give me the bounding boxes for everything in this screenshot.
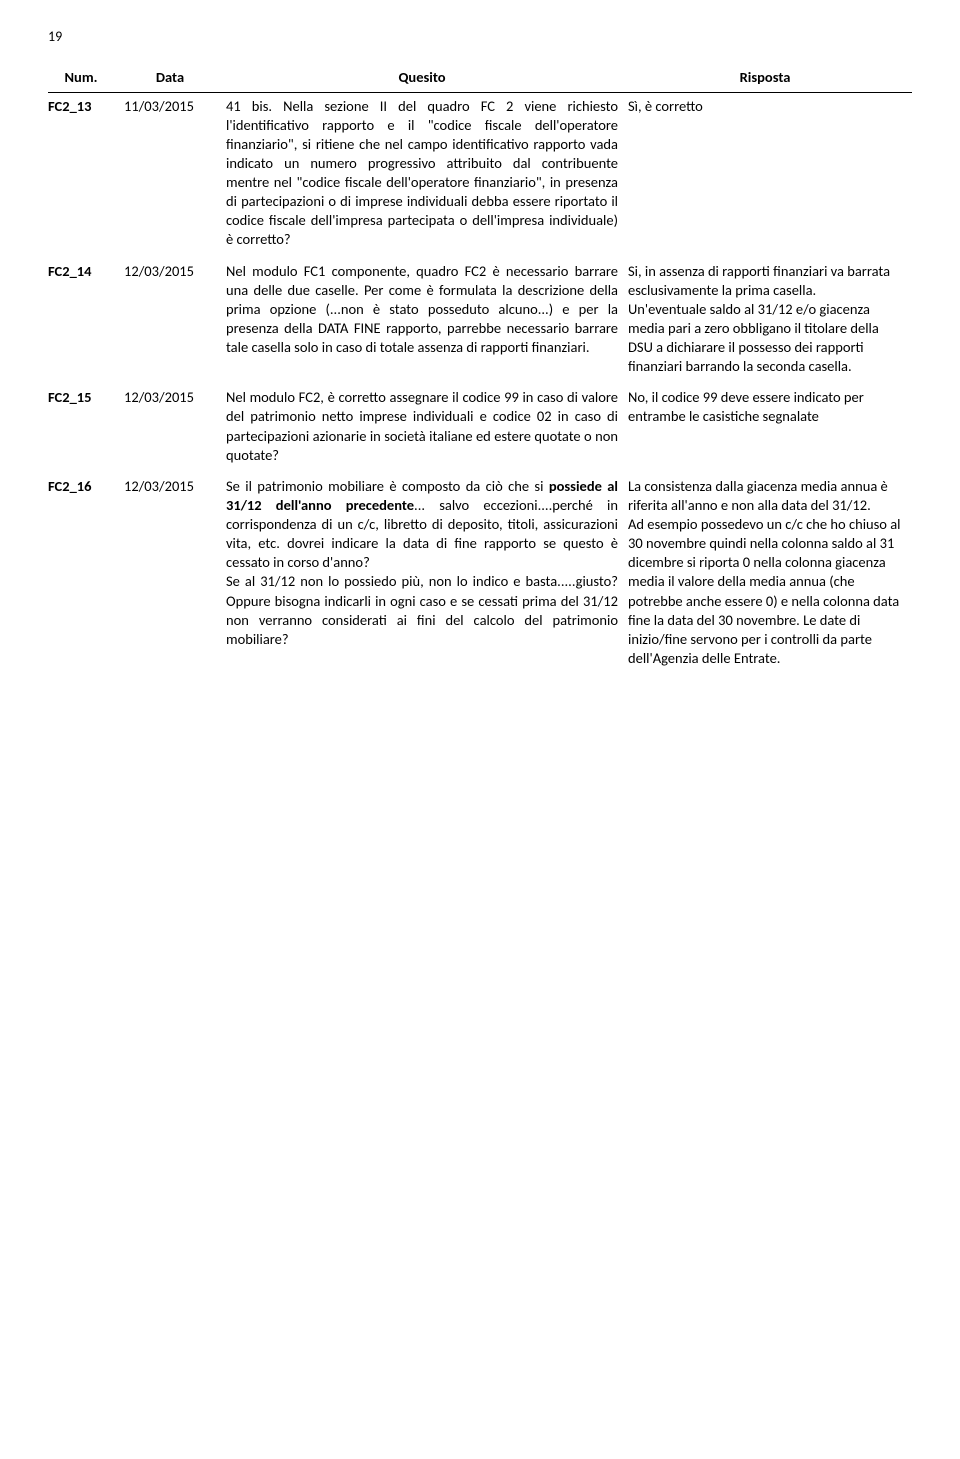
cell-data: 11/03/2015 <box>124 92 226 258</box>
page-number: 19 <box>48 28 912 46</box>
table-row: FC2_1412/03/2015Nel modulo FC1 component… <box>48 258 912 385</box>
cell-num: FC2_13 <box>48 92 124 258</box>
cell-data: 12/03/2015 <box>124 384 226 473</box>
header-quesito: Quesito <box>226 64 628 92</box>
cell-risposta: Si, in assenza di rapporti finanziari va… <box>628 258 912 385</box>
cell-num: FC2_16 <box>48 473 124 676</box>
table-row: FC2_1612/03/2015Se il patrimonio mobilia… <box>48 473 912 676</box>
cell-quesito: Nel modulo FC2, è corretto assegnare il … <box>226 384 628 473</box>
header-risposta: Risposta <box>628 64 912 92</box>
header-num: Num. <box>48 64 124 92</box>
cell-quesito: Se il patrimonio mobiliare è composto da… <box>226 473 628 676</box>
cell-num: FC2_15 <box>48 384 124 473</box>
table-row: FC2_1512/03/2015Nel modulo FC2, è corret… <box>48 384 912 473</box>
cell-quesito: Nel modulo FC1 componente, quadro FC2 è … <box>226 258 628 385</box>
cell-num: FC2_14 <box>48 258 124 385</box>
cell-risposta: La consistenza dalla giacenza media annu… <box>628 473 912 676</box>
header-row: Num. Data Quesito Risposta <box>48 64 912 92</box>
cell-risposta: No, il codice 99 deve essere indicato pe… <box>628 384 912 473</box>
table-body: FC2_1311/03/201541 bis. Nella sezione II… <box>48 92 912 676</box>
cell-data: 12/03/2015 <box>124 473 226 676</box>
cell-quesito: 41 bis. Nella sezione II del quadro FC 2… <box>226 92 628 258</box>
cell-risposta: Sì, è corretto <box>628 92 912 258</box>
table-row: FC2_1311/03/201541 bis. Nella sezione II… <box>48 92 912 258</box>
cell-data: 12/03/2015 <box>124 258 226 385</box>
header-data: Data <box>124 64 226 92</box>
faq-table: Num. Data Quesito Risposta FC2_1311/03/2… <box>48 64 912 676</box>
